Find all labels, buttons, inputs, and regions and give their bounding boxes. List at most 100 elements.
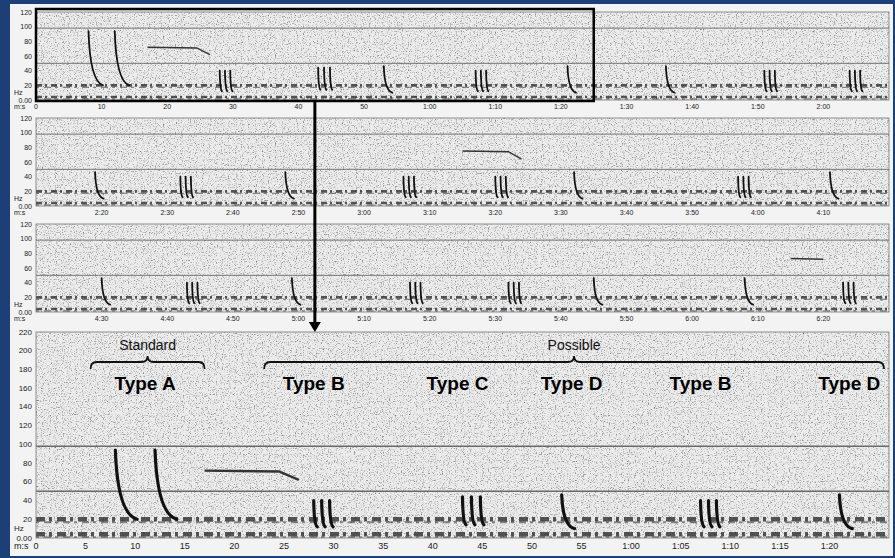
svg-text:0.00: 0.00 xyxy=(16,533,32,543)
svg-text:60: 60 xyxy=(23,477,32,486)
svg-text:Hz: Hz xyxy=(14,524,24,533)
svg-text:20: 20 xyxy=(24,294,32,301)
svg-text:50: 50 xyxy=(360,103,368,110)
svg-text:Type C: Type C xyxy=(427,373,489,394)
svg-text:35: 35 xyxy=(378,541,388,551)
svg-text:4:30: 4:30 xyxy=(95,315,109,322)
svg-text:5:20: 5:20 xyxy=(423,315,437,322)
svg-text:Type D: Type D xyxy=(541,373,603,394)
svg-text:2:50: 2:50 xyxy=(292,209,306,216)
svg-text:1:50: 1:50 xyxy=(751,103,765,110)
svg-text:4:40: 4:40 xyxy=(160,315,174,322)
svg-text:Type D: Type D xyxy=(818,373,880,394)
svg-text:160: 160 xyxy=(19,384,33,393)
svg-text:120: 120 xyxy=(19,421,33,430)
svg-text:60: 60 xyxy=(24,265,32,272)
svg-text:Possible: Possible xyxy=(548,337,601,353)
svg-text:3:50: 3:50 xyxy=(685,209,699,216)
svg-text:1:10: 1:10 xyxy=(488,103,502,110)
svg-text:1:30: 1:30 xyxy=(620,103,634,110)
svg-text:m:s: m:s xyxy=(14,209,26,216)
svg-text:3:30: 3:30 xyxy=(554,209,568,216)
svg-text:5:30: 5:30 xyxy=(488,315,502,322)
svg-text:60: 60 xyxy=(24,159,32,166)
svg-text:1:40: 1:40 xyxy=(685,103,699,110)
svg-text:Type B: Type B xyxy=(670,373,732,394)
svg-text:80: 80 xyxy=(24,250,32,257)
svg-text:20: 20 xyxy=(24,188,32,195)
svg-text:80: 80 xyxy=(24,38,32,45)
svg-text:140: 140 xyxy=(19,402,33,411)
svg-text:20: 20 xyxy=(229,541,239,551)
svg-text:25: 25 xyxy=(279,541,289,551)
svg-text:5:50: 5:50 xyxy=(620,315,634,322)
svg-text:4:00: 4:00 xyxy=(751,209,765,216)
svg-text:Hz: Hz xyxy=(14,195,23,202)
svg-text:180: 180 xyxy=(19,365,33,374)
svg-text:80: 80 xyxy=(23,459,32,468)
svg-text:1:10: 1:10 xyxy=(722,541,740,551)
svg-text:3:00: 3:00 xyxy=(357,209,371,216)
svg-text:80: 80 xyxy=(24,144,32,151)
svg-text:40: 40 xyxy=(24,67,32,74)
svg-text:0: 0 xyxy=(33,541,38,551)
svg-text:2:00: 2:00 xyxy=(817,103,831,110)
svg-text:20: 20 xyxy=(24,82,32,89)
svg-text:30: 30 xyxy=(229,103,237,110)
svg-text:1:05: 1:05 xyxy=(672,541,690,551)
svg-text:m:s: m:s xyxy=(14,103,26,110)
svg-text:10: 10 xyxy=(98,103,106,110)
svg-text:6:10: 6:10 xyxy=(751,315,765,322)
svg-text:20: 20 xyxy=(163,103,171,110)
svg-text:200: 200 xyxy=(19,346,33,355)
svg-text:2:20: 2:20 xyxy=(95,209,109,216)
svg-text:3:10: 3:10 xyxy=(423,209,437,216)
svg-text:40: 40 xyxy=(23,496,32,505)
svg-text:100: 100 xyxy=(19,440,33,449)
svg-text:3:40: 3:40 xyxy=(620,209,634,216)
svg-text:Hz: Hz xyxy=(14,89,23,96)
svg-text:55: 55 xyxy=(577,541,587,551)
svg-text:45: 45 xyxy=(477,541,487,551)
svg-text:6:00: 6:00 xyxy=(685,315,699,322)
svg-text:50: 50 xyxy=(527,541,537,551)
svg-text:Type A: Type A xyxy=(114,373,176,394)
svg-text:40: 40 xyxy=(428,541,438,551)
svg-text:Standard: Standard xyxy=(119,337,176,353)
svg-text:1:20: 1:20 xyxy=(554,103,568,110)
svg-text:5: 5 xyxy=(83,541,88,551)
svg-text:10: 10 xyxy=(130,541,140,551)
svg-text:40: 40 xyxy=(295,103,303,110)
svg-text:100: 100 xyxy=(20,23,32,30)
svg-text:100: 100 xyxy=(20,129,32,136)
svg-text:4:50: 4:50 xyxy=(226,315,240,322)
svg-text:30: 30 xyxy=(329,541,339,551)
svg-text:1:00: 1:00 xyxy=(622,541,640,551)
svg-text:60: 60 xyxy=(24,53,32,60)
svg-text:40: 40 xyxy=(24,279,32,286)
svg-text:1:00: 1:00 xyxy=(423,103,437,110)
svg-text:5:10: 5:10 xyxy=(357,315,371,322)
svg-text:Type B: Type B xyxy=(283,373,345,394)
svg-text:2:30: 2:30 xyxy=(160,209,174,216)
svg-text:m:s: m:s xyxy=(14,541,29,551)
svg-text:100: 100 xyxy=(20,235,32,242)
svg-text:5:00: 5:00 xyxy=(292,315,306,322)
svg-text:120: 120 xyxy=(20,221,32,228)
svg-text:5:40: 5:40 xyxy=(554,315,568,322)
svg-text:6:20: 6:20 xyxy=(817,315,831,322)
svg-text:40: 40 xyxy=(24,173,32,180)
svg-text:15: 15 xyxy=(180,541,190,551)
svg-text:1:15: 1:15 xyxy=(771,541,789,551)
svg-text:220: 220 xyxy=(19,328,33,337)
svg-text:Hz: Hz xyxy=(14,301,23,308)
svg-text:1:20: 1:20 xyxy=(821,541,839,551)
svg-text:120: 120 xyxy=(20,9,32,16)
svg-text:20: 20 xyxy=(23,515,32,524)
svg-text:0: 0 xyxy=(34,103,38,110)
svg-text:120: 120 xyxy=(20,115,32,122)
svg-text:m:s: m:s xyxy=(14,315,26,322)
svg-text:3:20: 3:20 xyxy=(488,209,502,216)
svg-text:2:40: 2:40 xyxy=(226,209,240,216)
svg-text:4:10: 4:10 xyxy=(817,209,831,216)
